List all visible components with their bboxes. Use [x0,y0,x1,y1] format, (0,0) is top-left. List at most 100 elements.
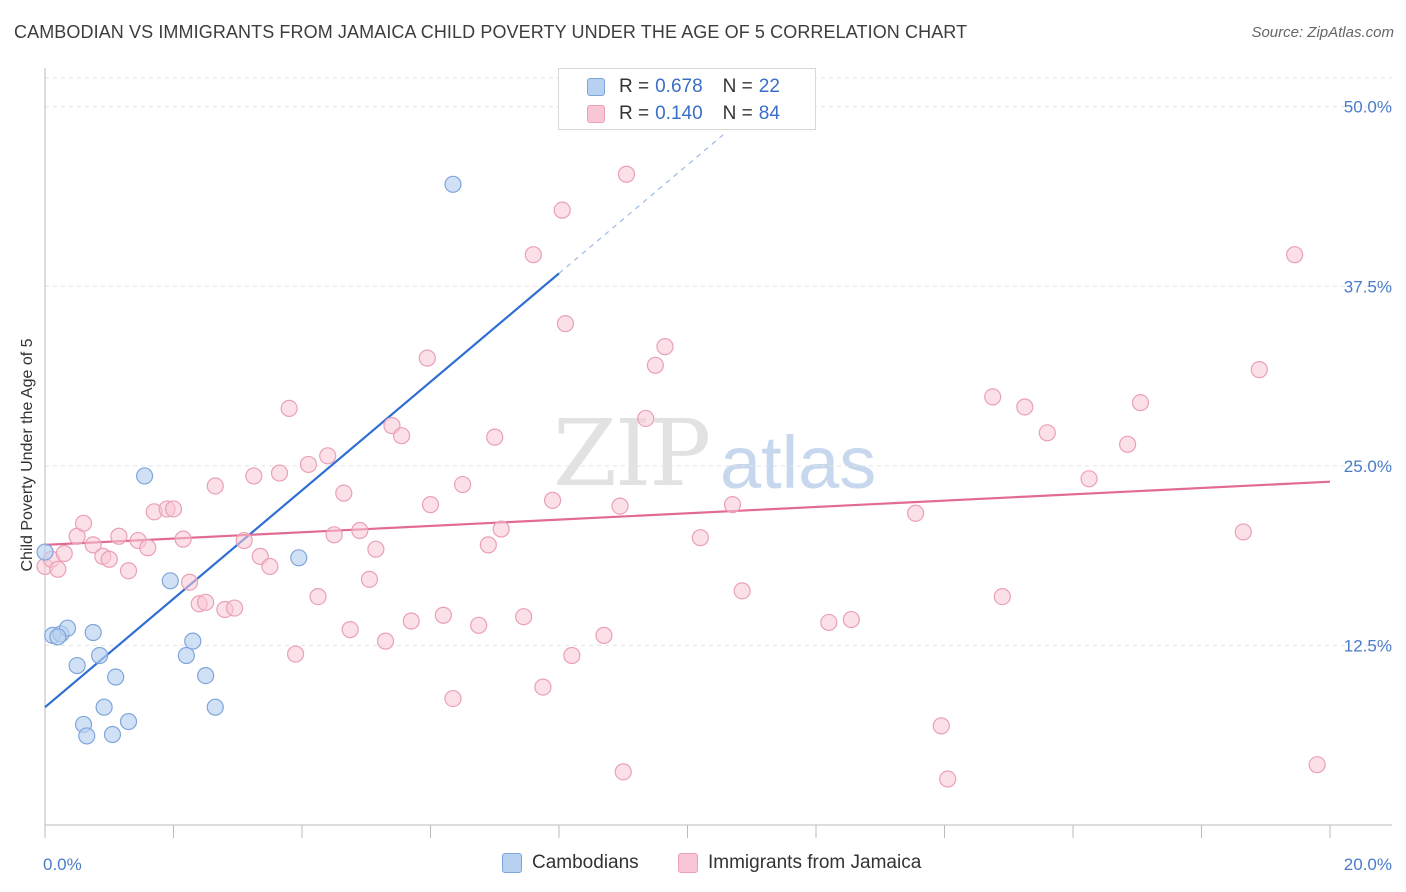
jamaica-point [691,529,709,547]
cambodians-point [95,698,113,716]
jamaica-point [270,464,289,482]
jamaica-point [1080,470,1098,488]
cambodians-point [444,175,462,193]
jamaica-point [335,484,353,502]
jamaica-point [376,632,395,650]
legend-n-label: N = [722,103,753,124]
axes [44,68,1392,838]
stats-legend: R = 0.678 N = 22 R = 0.140 N = 84 [558,68,816,130]
legend-n-label: N = [722,76,753,97]
x-tick-label: 0.0% [43,855,82,874]
gridlines [45,77,1392,646]
cambodians-point [197,666,215,685]
jamaica-point [611,497,629,515]
jamaica-point [984,388,1002,406]
jamaica-trend-line [44,480,1331,546]
jamaica-point [1131,394,1150,412]
jamaica-point [515,608,533,626]
chart-title: CAMBODIAN VS IMMIGRANTS FROM JAMAICA CHI… [14,22,968,42]
cambodians-point [78,727,96,745]
jamaica-point [49,560,67,578]
jamaica-point [360,570,379,588]
legend-item-jamaica[interactable]: Immigrants from Jamaica [678,852,921,874]
jamaica-point [534,678,552,696]
cambodians-point [107,668,125,686]
cambodians-point [161,572,179,590]
legend-label-jamaica: Immigrants from Jamaica [708,852,922,873]
legend-r-value: 0.140 [655,103,703,124]
jamaica-point [119,562,138,580]
jamaica-point [110,527,128,545]
tick-labels: 12.5% 25.0% 37.5% 50.0% 0.0% 20.0% [43,98,1392,874]
cambodians-point [68,656,86,675]
jamaica-point [55,544,73,563]
legend-label-cambodians: Cambodians [532,852,639,873]
data-points [36,165,1326,788]
jamaica-point [197,593,215,611]
cambodians-point [177,646,195,665]
blue-swatch-icon [502,853,522,873]
jamaica-point [993,587,1011,606]
blue-swatch-icon [587,78,605,96]
jamaica-point [932,717,950,735]
cambodians-point [49,628,67,646]
legend-n-value: 22 [758,76,780,97]
jamaica-point [367,540,385,558]
jamaica-point [842,610,860,629]
cambodians-point [91,646,109,665]
jamaica-point [906,504,925,522]
jamaica-point [402,612,420,630]
jamaica-point [84,536,102,554]
jamaica-point [325,526,343,544]
y-tick-label: 37.5% [1344,277,1392,296]
jamaica-point [723,496,742,514]
jamaica-point [319,447,337,465]
jamaica-point [637,409,655,428]
cambodians-trend-line [44,272,560,709]
legend-row-cambodians: R = 0.678 N = 22 [587,75,780,99]
jamaica-point [434,606,452,624]
y-tick-label: 25.0% [1344,457,1392,476]
y-tick-label: 50.0% [1344,98,1392,117]
jamaica-point [556,315,575,333]
jamaica-point [1016,398,1034,416]
legend-n-value: 84 [758,103,780,124]
jamaica-point [444,689,462,708]
pink-swatch-icon [678,853,698,873]
jamaica-point [235,531,253,550]
jamaica-point [164,500,183,518]
jamaica-point [100,550,118,568]
jamaica-point [492,520,510,538]
y-tick-label: 12.5% [1344,636,1392,655]
watermark-atlas: atlas [720,421,877,504]
jamaica-point [180,573,199,591]
jamaica-point [939,770,957,788]
jamaica-point [479,536,497,554]
jamaica-point [245,467,263,485]
jamaica-point [351,521,369,540]
jamaica-point [486,428,504,446]
legend-r-label: R = [619,103,650,124]
jamaica-point [206,477,224,495]
jamaica-point [392,427,411,445]
jamaica-point [286,645,305,663]
jamaica-point [454,475,472,494]
jamaica-point [309,587,327,606]
cambodians-trend-extension [558,131,727,274]
jamaica-point [225,599,244,617]
jamaica-point [74,514,93,532]
jamaica-point [1119,435,1137,453]
legend-item-cambodians[interactable]: Cambodians [502,852,639,874]
jamaica-point [421,496,440,514]
jamaica-point [1038,424,1056,442]
jamaica-point [299,455,318,474]
jamaica-point [617,165,636,183]
jamaica-point [261,557,279,576]
jamaica-point [341,621,359,639]
jamaica-point [524,246,542,264]
cambodians-point [119,712,138,731]
cambodians-point [36,543,54,561]
jamaica-point [820,613,838,632]
jamaica-point [656,338,674,356]
